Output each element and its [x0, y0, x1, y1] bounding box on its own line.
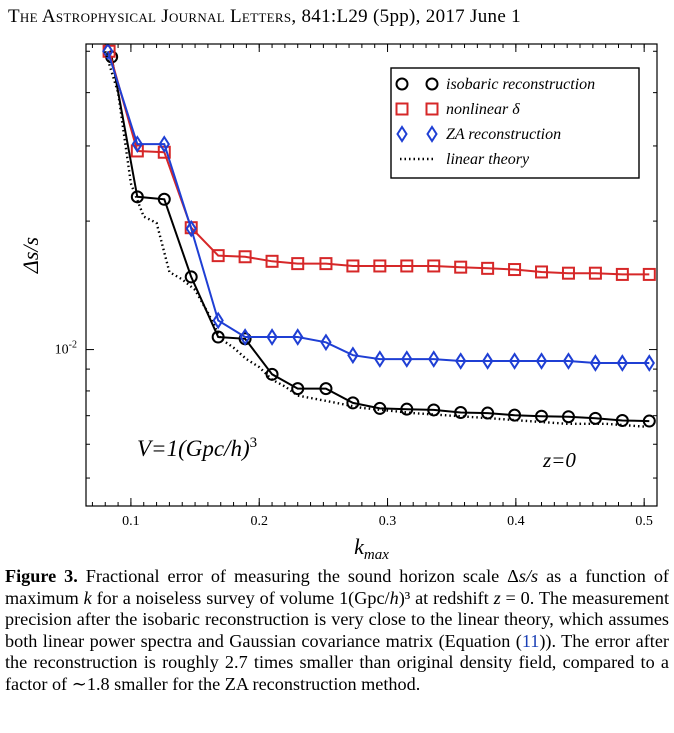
- caption-text-3: for a noiseless survey of volume 1(Gpc/: [91, 587, 390, 608]
- data-point: [158, 135, 170, 153]
- series-line: [106, 50, 650, 364]
- data-point: [642, 267, 656, 281]
- journal-name: The Astrophysical Journal Letters: [8, 6, 292, 27]
- data-point: [401, 350, 413, 368]
- caption-label: Figure 3.: [5, 566, 78, 586]
- legend-label: ZA reconstruction: [446, 126, 561, 143]
- annotation-volume: V=1(Gpc/h)3: [137, 435, 257, 461]
- caption-text-6: )). The error after the reconstruction i…: [5, 630, 669, 694]
- data-point: [373, 259, 387, 273]
- figure-3-chart: 10-2 0.1 0.2 0.3 0.4 0.5 kmax Δs/s isobaric reco…: [18, 43, 658, 560]
- data-point: [454, 260, 468, 274]
- x-tick-label: 0.4: [507, 514, 525, 529]
- legend-swatch: [425, 102, 439, 116]
- data-point: [319, 382, 333, 396]
- data-point: [481, 261, 495, 275]
- legend-label: isobaric reconstruction: [446, 76, 595, 93]
- y-tick-label: 10-2: [55, 340, 77, 358]
- data-point: [320, 333, 332, 352]
- plot-area: [102, 44, 656, 428]
- legend-swatch: [426, 125, 438, 143]
- data-point: [481, 406, 495, 420]
- data-point: [535, 352, 548, 370]
- data-point: [319, 257, 333, 271]
- data-point: [130, 144, 144, 158]
- figure-caption: Figure 3. Fractional error of measuring …: [5, 566, 669, 695]
- data-point: [184, 270, 198, 284]
- data-point: [615, 414, 629, 428]
- caption-var-2: k: [83, 587, 92, 608]
- data-point: [291, 257, 305, 271]
- data-point: [454, 406, 468, 420]
- data-point: [616, 354, 629, 372]
- journal-header: The Astrophysical Journal Letters, 841:L…: [8, 6, 521, 28]
- caption-var-3: h: [389, 587, 399, 608]
- data-point: [131, 135, 144, 153]
- data-point: [347, 346, 359, 365]
- data-point: [346, 396, 360, 410]
- x-tick-label: 0.5: [635, 514, 653, 529]
- data-point: [454, 352, 467, 370]
- data-point: [374, 350, 386, 368]
- data-point: [561, 410, 575, 424]
- data-point: [238, 250, 252, 264]
- x-tick-label: 0.1: [122, 514, 140, 529]
- data-point: [265, 254, 279, 268]
- data-point: [212, 311, 224, 330]
- data-point: [291, 382, 305, 396]
- data-point: [535, 265, 549, 279]
- caption-var-1: s/s: [518, 566, 539, 586]
- data-point: [643, 354, 655, 372]
- legend-swatch: [425, 77, 439, 91]
- data-point: [428, 350, 440, 368]
- data-point: [346, 259, 360, 273]
- data-point: [427, 403, 441, 417]
- data-point: [157, 192, 171, 206]
- y-axis-label: Δs/s: [18, 237, 43, 274]
- legend-swatch: [395, 102, 409, 116]
- caption-text-5: = 0. The measurement precision after the…: [5, 587, 669, 651]
- data-point: [508, 352, 521, 370]
- data-point: [400, 259, 414, 273]
- journal-citation: , 841:L29 (5pp), 2017 June 1: [291, 6, 521, 27]
- caption-text-4: )³ at redshift: [398, 587, 494, 608]
- data-point: [400, 402, 414, 416]
- data-point: [211, 330, 225, 344]
- legend: isobaric reconstruction nonlinear δ ZA rec…: [390, 67, 640, 179]
- series-line: [108, 51, 650, 276]
- data-point: [589, 354, 602, 372]
- x-axis-label: kmax: [354, 534, 389, 560]
- data-point: [130, 190, 144, 204]
- legend-swatch: [396, 125, 408, 143]
- data-point: [642, 414, 656, 428]
- data-point: [239, 328, 251, 346]
- data-point: [508, 408, 522, 422]
- equation-link[interactable]: 11: [521, 630, 540, 651]
- data-point: [266, 328, 278, 346]
- data-point: [102, 44, 114, 61]
- x-tick-label: 0.3: [379, 514, 397, 529]
- data-point: [588, 266, 602, 280]
- data-point: [211, 249, 225, 263]
- legend-label: nonlinear δ: [446, 101, 520, 118]
- caption-var-4: z: [493, 587, 501, 608]
- legend-swatch: [395, 77, 409, 91]
- data-point: [481, 352, 494, 370]
- data-point: [588, 411, 602, 425]
- data-point: [185, 219, 197, 238]
- data-point: [508, 263, 522, 277]
- data-point: [562, 352, 575, 370]
- axes-frame: [85, 43, 658, 507]
- data-point: [615, 267, 629, 281]
- data-point: [427, 259, 441, 273]
- caption-text-1: Fractional error of measuring the sound …: [77, 566, 519, 586]
- data-point: [561, 266, 575, 280]
- annotation-redshift: z=0: [542, 448, 576, 472]
- x-tick-label: 0.2: [250, 514, 268, 529]
- caption-text-2: as a function of maximum: [5, 566, 669, 608]
- legend-label: linear theory: [446, 151, 530, 168]
- data-point: [292, 328, 304, 346]
- data-point: [535, 409, 549, 423]
